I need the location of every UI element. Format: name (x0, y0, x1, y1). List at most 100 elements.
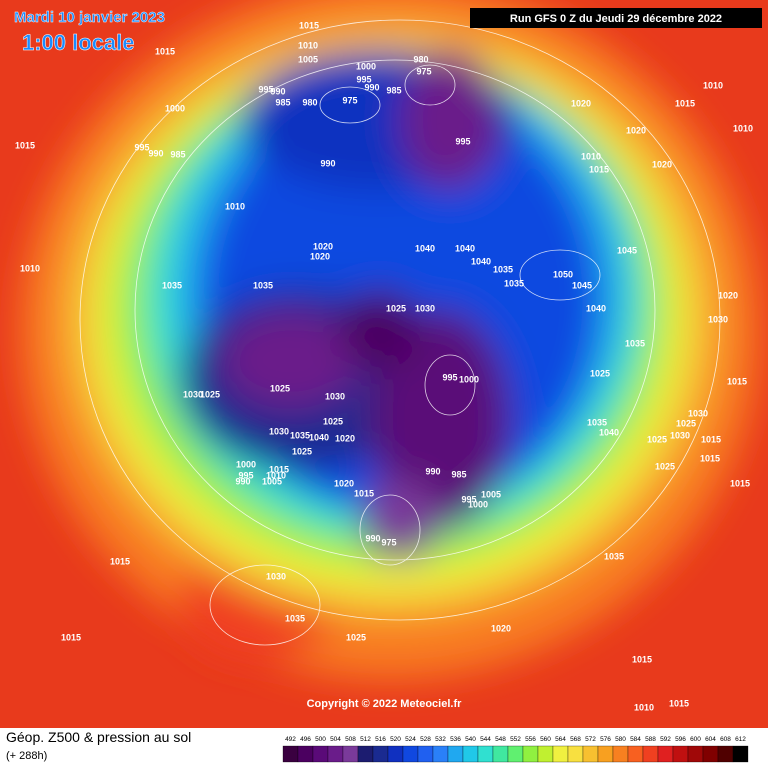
pressure-label: 990 (365, 533, 380, 543)
pressure-label: 1035 (493, 264, 513, 274)
colorbar-swatch (612, 745, 629, 763)
pressure-label: 1030 (269, 426, 289, 436)
pressure-label: 1010 (298, 40, 318, 50)
pressure-label: 1000 (459, 374, 479, 384)
footer-lead: (+ 288h) (6, 750, 47, 762)
pressure-label: 1015 (700, 453, 720, 463)
colorbar-label: 604 (705, 736, 716, 743)
pressure-label: 1010 (20, 263, 40, 273)
pressure-label: 1040 (471, 256, 491, 266)
pressure-label: 1025 (647, 434, 667, 444)
colorbar-label: 532 (435, 736, 446, 743)
pressure-label: 1010 (225, 201, 245, 211)
pressure-label: 1010 (581, 151, 601, 161)
colorbar-swatch (717, 745, 734, 763)
pressure-label: 1015 (110, 556, 130, 566)
colorbar-swatch (702, 745, 719, 763)
colorbar-label: 512 (360, 736, 371, 743)
colorbar-swatch (297, 745, 314, 763)
run-box (470, 8, 762, 28)
pressure-label: 1005 (298, 54, 318, 64)
pressure-label: 1015 (675, 98, 695, 108)
colorbar-label: 564 (555, 736, 566, 743)
pressure-label: 990 (235, 476, 250, 486)
pressure-label: 1030 (183, 389, 203, 399)
pressure-label: 1040 (455, 243, 475, 253)
pressure-label: 1025 (676, 418, 696, 428)
colorbar-label: 592 (660, 736, 671, 743)
pressure-label: 1035 (285, 613, 305, 623)
pressure-label: 1020 (718, 290, 738, 300)
colorbar-label: 524 (405, 736, 416, 743)
pressure-label: 1025 (346, 632, 366, 642)
pressure-label: 1035 (253, 280, 273, 290)
colorbar-label: 580 (615, 736, 626, 743)
pressure-label: 1010 (266, 470, 286, 480)
pressure-label: 1025 (386, 303, 406, 313)
colorbar-swatch (477, 745, 494, 763)
footer-title: Géop. Z500 & pression au sol (6, 729, 191, 745)
pressure-label: 1025 (200, 389, 220, 399)
pressure-label: 995 (238, 470, 253, 480)
pressure-label: 990 (320, 158, 335, 168)
pressure-label: 995 (442, 372, 457, 382)
pressure-label: 1020 (334, 478, 354, 488)
colorbar-label: 588 (645, 736, 656, 743)
pressure-label: 1025 (270, 383, 290, 393)
pressure-label: 985 (170, 149, 185, 159)
pressure-label: 975 (381, 537, 396, 547)
pressure-label: 1015 (61, 632, 81, 642)
colorbar-swatch (522, 745, 539, 763)
pressure-label: 1000 (165, 103, 185, 113)
colorbar-label: 492 (285, 736, 296, 743)
pressure-label: 1025 (292, 446, 312, 456)
colorbar-swatch (432, 745, 449, 763)
pressure-label: 1015 (730, 478, 750, 488)
colorbar-swatch (552, 745, 569, 763)
colorbar-label: 560 (540, 736, 551, 743)
colorbar-label: 520 (390, 736, 401, 743)
pressure-label: 995 (461, 494, 476, 504)
colorbar-swatch (567, 745, 584, 763)
colorbar-label: 600 (690, 736, 701, 743)
colorbar-swatch (537, 745, 554, 763)
field: Run GFS 0 Z du Jeudi 29 décembre 2022 Ma… (0, 0, 768, 728)
pressure-label: 1035 (604, 551, 624, 561)
pressure-label: 1030 (325, 391, 345, 401)
colorbar-swatch (492, 745, 509, 763)
pressure-label: 1000 (236, 459, 256, 469)
pressure-label: 1035 (504, 278, 524, 288)
pressure-label: 1040 (415, 243, 435, 253)
pressure-label: 1030 (708, 314, 728, 324)
pressure-label: 1035 (290, 430, 310, 440)
colorbar-swatch (627, 745, 644, 763)
colorbar-swatch (642, 745, 659, 763)
pressure-label: 1030 (415, 303, 435, 313)
colorbar-label: 528 (420, 736, 431, 743)
colorbar-label: 540 (465, 736, 476, 743)
colorbar-label: 548 (495, 736, 506, 743)
colorbar-swatch (657, 745, 674, 763)
colorbar-label: 576 (600, 736, 611, 743)
pressure-label: 985 (275, 97, 290, 107)
pressure-label: 995 (134, 142, 149, 152)
colorbar-swatch (462, 745, 479, 763)
pressure-label: 980 (302, 97, 317, 107)
colorbar: 492 496 500 504 508 512 516 520 524 528 532 536 540 5… (282, 736, 749, 763)
time: 1:00 locale (22, 30, 135, 55)
pressure-label: 1000 (356, 61, 376, 71)
pressure-label: 1020 (310, 251, 330, 261)
pressure-label: 1025 (323, 416, 343, 426)
colorbar-swatch (732, 745, 749, 763)
pressure-label: 1015 (15, 140, 35, 150)
date: Mardi 10 janvier 2023 (14, 9, 165, 26)
colorbar-label: 516 (375, 736, 386, 743)
pressure-label: 985 (451, 469, 466, 479)
pressure-label: 990 (364, 82, 379, 92)
pressure-label: 1035 (625, 338, 645, 348)
pressure-label: 1015 (155, 46, 175, 56)
pressure-label: 1040 (599, 427, 619, 437)
pressure-label: 990 (425, 466, 440, 476)
run-info: Run GFS 0 Z du Jeudi 29 décembre 2022 (510, 13, 722, 25)
colorbar-swatch (672, 745, 689, 763)
